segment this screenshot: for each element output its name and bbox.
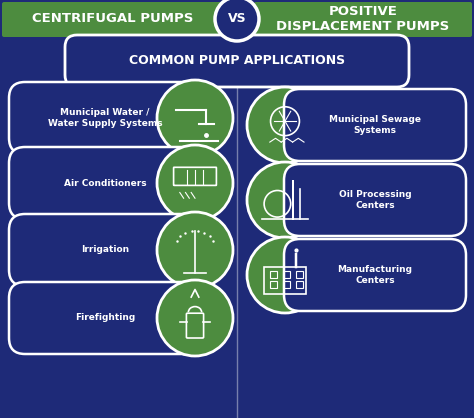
FancyBboxPatch shape bbox=[65, 35, 409, 87]
FancyBboxPatch shape bbox=[254, 2, 472, 37]
FancyBboxPatch shape bbox=[2, 2, 222, 37]
Text: Air Conditioners: Air Conditioners bbox=[64, 178, 146, 188]
Circle shape bbox=[157, 280, 233, 356]
Circle shape bbox=[215, 0, 259, 41]
FancyBboxPatch shape bbox=[9, 214, 201, 286]
FancyBboxPatch shape bbox=[9, 82, 201, 154]
Text: Manufacturing
Centers: Manufacturing Centers bbox=[337, 265, 412, 285]
Circle shape bbox=[247, 87, 323, 163]
Text: Firefighting: Firefighting bbox=[75, 314, 135, 323]
FancyBboxPatch shape bbox=[284, 89, 466, 161]
Circle shape bbox=[157, 212, 233, 288]
Text: Municipal Water /
Water Supply Systems: Municipal Water / Water Supply Systems bbox=[48, 108, 162, 128]
Text: POSITIVE
DISPLACEMENT PUMPS: POSITIVE DISPLACEMENT PUMPS bbox=[276, 5, 450, 33]
FancyBboxPatch shape bbox=[284, 164, 466, 236]
Text: Irrigation: Irrigation bbox=[81, 245, 129, 255]
Text: Oil Processing
Centers: Oil Processing Centers bbox=[339, 190, 411, 210]
Circle shape bbox=[247, 162, 323, 238]
Circle shape bbox=[157, 80, 233, 156]
FancyBboxPatch shape bbox=[284, 239, 466, 311]
FancyBboxPatch shape bbox=[9, 147, 201, 219]
Text: CENTRIFUGAL PUMPS: CENTRIFUGAL PUMPS bbox=[32, 13, 194, 25]
Circle shape bbox=[247, 237, 323, 313]
Text: COMMON PUMP APPLICATIONS: COMMON PUMP APPLICATIONS bbox=[129, 54, 345, 67]
Circle shape bbox=[157, 145, 233, 221]
Text: VS: VS bbox=[228, 13, 246, 25]
FancyBboxPatch shape bbox=[9, 282, 201, 354]
Text: Municipal Sewage
Systems: Municipal Sewage Systems bbox=[329, 115, 421, 135]
